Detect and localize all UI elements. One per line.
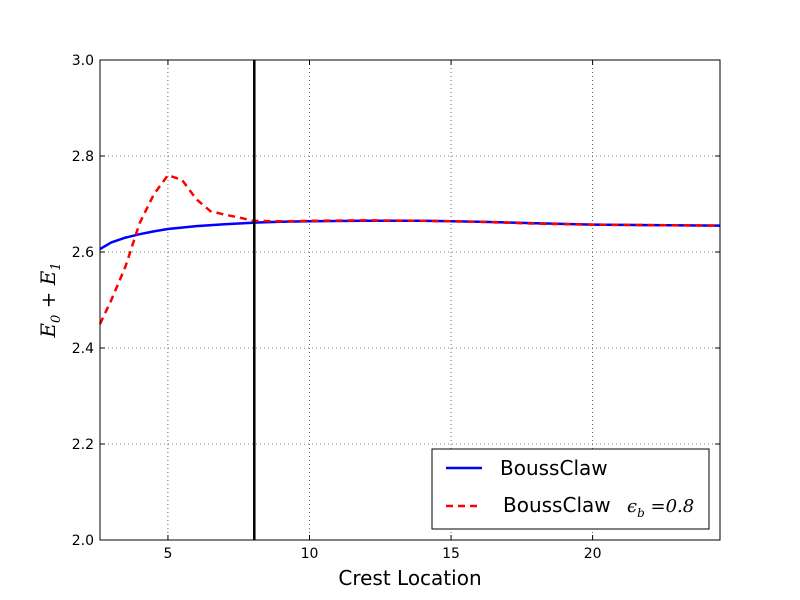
axis-ticks: 5 10 15 20 2.0 2.2 2.4 2.6 2.8 3.0 xyxy=(72,53,720,562)
y-tick-label: 2.2 xyxy=(72,437,94,453)
y-axis-label: E0 + E1 xyxy=(36,262,64,338)
y-tick-label: 2.4 xyxy=(72,341,94,357)
legend-label-2: BoussClaw xyxy=(503,493,611,517)
x-tick-label: 10 xyxy=(301,546,319,562)
x-axis-label: Crest Location xyxy=(338,566,481,590)
svg-text:E0 + E1: E0 + E1 xyxy=(36,262,64,338)
y-tick-label: 3.0 xyxy=(72,53,94,69)
plot-frame xyxy=(99,59,721,541)
series-line-2 xyxy=(98,173,721,325)
y-tick-label: 2.8 xyxy=(72,149,94,165)
legend-label-2-math: ϵb =0.8 xyxy=(627,496,694,520)
grid xyxy=(100,60,720,540)
legend-box xyxy=(431,448,710,530)
y-tick-label: 2.6 xyxy=(72,245,94,261)
series-layer xyxy=(98,173,721,325)
legend-label-1: BoussClaw xyxy=(500,456,608,480)
x-tick-label: 5 xyxy=(163,546,172,562)
legend: BoussClaw BoussClaw ϵb =0.8 xyxy=(431,448,710,530)
x-tick-label: 15 xyxy=(442,546,460,562)
x-tick-label: 20 xyxy=(584,546,602,562)
y-tick-label: 2.0 xyxy=(72,533,94,549)
